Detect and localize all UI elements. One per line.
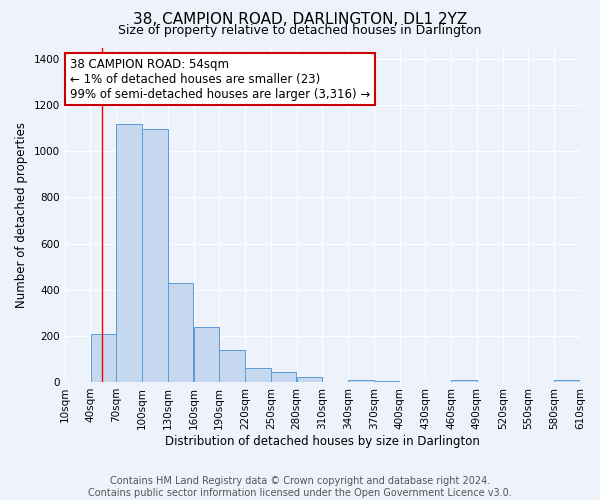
Bar [194, 326, 219, 382]
Y-axis label: Number of detached properties: Number of detached properties [15, 122, 28, 308]
Bar [168, 283, 193, 382]
Text: 38 CAMPION ROAD: 54sqm
← 1% of detached houses are smaller (23)
99% of semi-deta: 38 CAMPION ROAD: 54sqm ← 1% of detached … [70, 58, 370, 100]
Bar [451, 380, 477, 382]
Bar [116, 124, 142, 382]
Text: 38, CAMPION ROAD, DARLINGTON, DL1 2YZ: 38, CAMPION ROAD, DARLINGTON, DL1 2YZ [133, 12, 467, 28]
Text: Size of property relative to detached houses in Darlington: Size of property relative to detached ho… [118, 24, 482, 37]
Bar [271, 372, 296, 382]
Bar [245, 368, 271, 382]
Bar [142, 130, 167, 382]
Bar [349, 380, 374, 382]
Bar [554, 380, 580, 382]
Bar [297, 378, 322, 382]
Text: Contains HM Land Registry data © Crown copyright and database right 2024.
Contai: Contains HM Land Registry data © Crown c… [88, 476, 512, 498]
Bar [220, 350, 245, 382]
X-axis label: Distribution of detached houses by size in Darlington: Distribution of detached houses by size … [165, 434, 480, 448]
Bar [91, 334, 116, 382]
Bar [374, 381, 400, 382]
